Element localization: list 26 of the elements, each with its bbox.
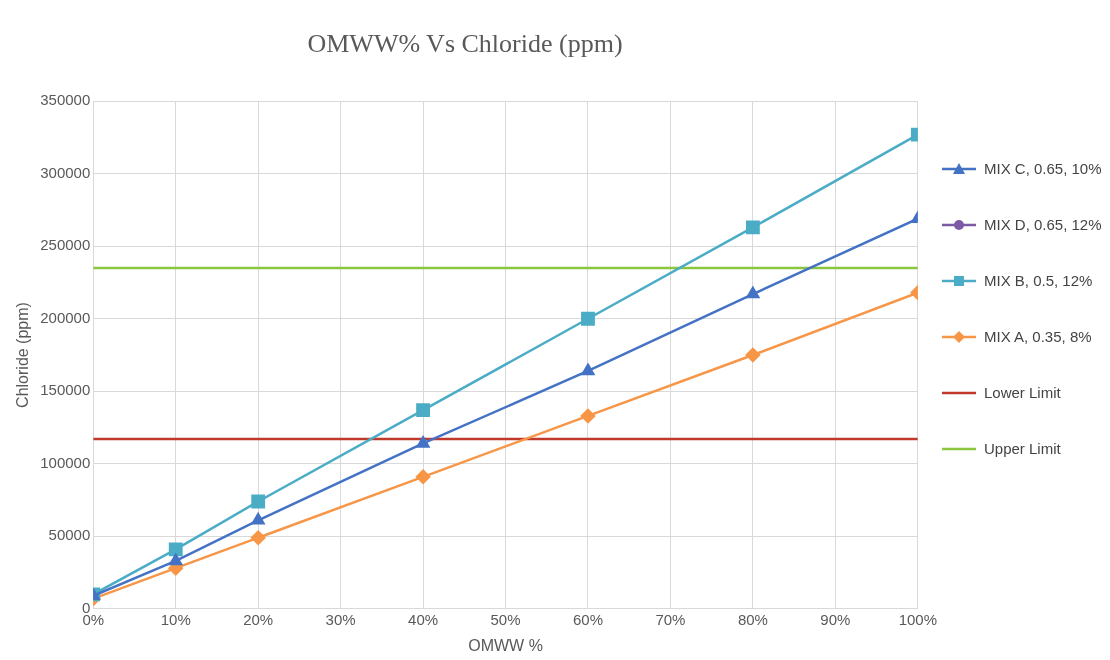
x-tick-label: 10% xyxy=(160,610,191,628)
legend-label: MIX D, 0.65, 12% xyxy=(984,216,1102,233)
x-tick-label: 80% xyxy=(737,610,768,628)
y-tick-label: 350000 xyxy=(40,91,91,109)
x-tick-label: 30% xyxy=(325,610,356,628)
legend-label: Upper Limit xyxy=(984,440,1061,457)
x-tick-label: 70% xyxy=(655,610,686,628)
legend-label: MIX A, 0.35, 8% xyxy=(984,328,1092,345)
y-tick-label: 300000 xyxy=(40,163,91,181)
x-tick-label: 60% xyxy=(572,610,604,628)
x-tick-label: 90% xyxy=(820,610,851,628)
x-tick-label: 40% xyxy=(408,610,439,628)
legend-label: MIX C, 0.65, 10% xyxy=(984,160,1102,177)
y-tick-label: 100000 xyxy=(40,453,91,471)
x-axis-title: OMWW % xyxy=(468,636,543,654)
x-tick-label: 100% xyxy=(898,610,938,628)
y-tick-label: 150000 xyxy=(40,381,91,399)
chart-title: OMWW% Vs Chloride (ppm) xyxy=(307,29,623,59)
x-tick-label: 20% xyxy=(243,610,274,628)
y-tick-label: 200000 xyxy=(40,308,91,326)
legend-label: Lower Limit xyxy=(984,384,1061,401)
y-axis-title: Chloride (ppm) xyxy=(14,302,32,408)
legend-label: MIX B, 0.5, 12% xyxy=(984,272,1093,289)
y-tick-label: 250000 xyxy=(40,236,91,254)
y-tick-label: 50000 xyxy=(48,526,91,544)
x-tick-label: 50% xyxy=(490,610,521,628)
